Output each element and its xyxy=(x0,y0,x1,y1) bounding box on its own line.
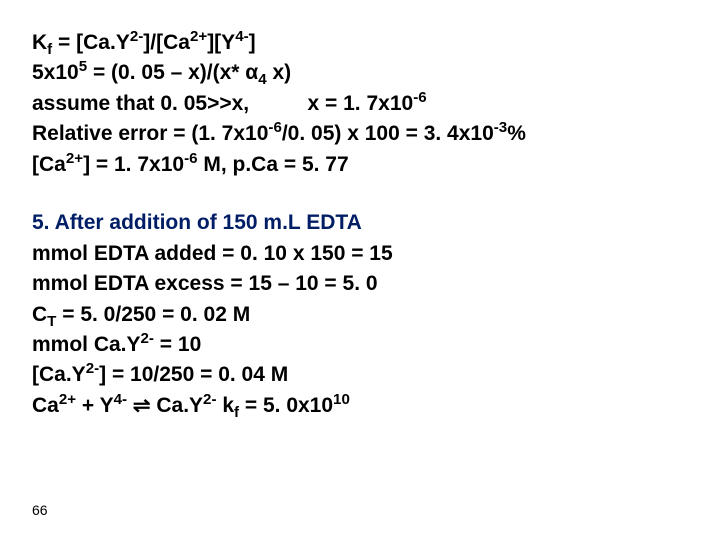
t: x = 1. 7x10 xyxy=(308,92,414,115)
t: -6 xyxy=(184,150,197,167)
t: ] xyxy=(249,31,256,54)
t: /0. 05) x 100 = 3. 4x10 xyxy=(282,122,494,145)
eq-relerror: Relative error = (1. 7x10-6/0. 05) x 100… xyxy=(32,119,688,149)
t: mmol EDTA excess = 15 – 10 = 5. 0 xyxy=(32,272,378,295)
t: = 5. 0/250 = 0. 02 M xyxy=(56,303,250,326)
t: [Ca.Y xyxy=(32,363,86,386)
t: 5. After addition of 150 m.L EDTA xyxy=(32,211,362,234)
t: 4- xyxy=(114,391,127,408)
t: ][Y xyxy=(207,31,235,54)
t: 4- xyxy=(235,28,248,45)
slide-content: Kf = [Ca.Y2-]/[Ca2+][Y4-] 5x105 = (0. 05… xyxy=(0,0,720,431)
t: Relative error = (1. 7x10 xyxy=(32,122,268,145)
t: = (0. 05 – x)/(x* xyxy=(87,61,245,84)
page-number: 66 xyxy=(32,502,48,518)
eq-assume: assume that 0. 05>>x, x = 1. 7x10-6 xyxy=(32,89,688,119)
t: Ca xyxy=(32,394,59,417)
t: = 10 xyxy=(154,333,201,356)
t: 2- xyxy=(86,360,99,377)
t: ] = 10/250 = 0. 04 M xyxy=(99,363,288,386)
mmol-cay: mmol Ca.Y2- = 10 xyxy=(32,330,688,360)
t: M, p.Ca = 5. 77 xyxy=(198,153,349,176)
cay-conc: [Ca.Y2-] = 10/250 = 0. 04 M xyxy=(32,360,688,390)
t: ]/[Ca xyxy=(143,31,190,54)
mmol-added: mmol EDTA added = 0. 10 x 150 = 15 xyxy=(32,239,688,269)
t: 4 xyxy=(258,72,266,89)
t: -6 xyxy=(413,89,426,106)
t: 2+ xyxy=(190,28,207,45)
t: 2+ xyxy=(66,150,83,167)
t: mmol EDTA added = 0. 10 x 150 = 15 xyxy=(32,242,393,265)
eq-ca-conc: [Ca2+] = 1. 7x10-6 M, p.Ca = 5. 77 xyxy=(32,150,688,180)
t: K xyxy=(32,31,47,54)
t: -6 xyxy=(268,119,281,136)
mmol-excess: mmol EDTA excess = 15 – 10 = 5. 0 xyxy=(32,269,688,299)
t: 2- xyxy=(130,28,143,45)
t xyxy=(249,92,307,115)
t: 2+ xyxy=(59,391,76,408)
t: x) xyxy=(267,61,292,84)
reaction-eq: Ca2+ + Y4- ⇌ Ca.Y2- kf = 5. 0x1010 xyxy=(32,391,688,421)
section-5-heading: 5. After addition of 150 m.L EDTA xyxy=(32,208,688,238)
t: 2- xyxy=(203,391,216,408)
t: % xyxy=(507,122,526,145)
t: Ca.Y xyxy=(156,394,203,417)
t: 10 xyxy=(333,391,350,408)
eq-5x105: 5x105 = (0. 05 – x)/(x* α4 x) xyxy=(32,58,688,88)
t: assume that 0. 05>>x, xyxy=(32,92,249,115)
t: = 5. 0x10 xyxy=(239,394,333,417)
t: mmol Ca.Y xyxy=(32,333,141,356)
spacer xyxy=(32,180,688,208)
ct-eq: CT = 5. 0/250 = 0. 02 M xyxy=(32,300,688,330)
t: ] = 1. 7x10 xyxy=(83,153,184,176)
t: 2- xyxy=(141,330,154,347)
t: 5x10 xyxy=(32,61,79,84)
alpha-symbol: α xyxy=(245,61,258,84)
t: = [Ca.Y xyxy=(52,31,130,54)
t: [Ca xyxy=(32,153,66,176)
t: + Y xyxy=(76,394,114,417)
t: k xyxy=(216,394,234,417)
eq-kf: Kf = [Ca.Y2-]/[Ca2+][Y4-] xyxy=(32,28,688,58)
t: -3 xyxy=(494,119,507,136)
t: 5 xyxy=(79,58,87,75)
equilibrium-arrow-icon: ⇌ xyxy=(127,394,156,417)
t: C xyxy=(32,303,47,326)
